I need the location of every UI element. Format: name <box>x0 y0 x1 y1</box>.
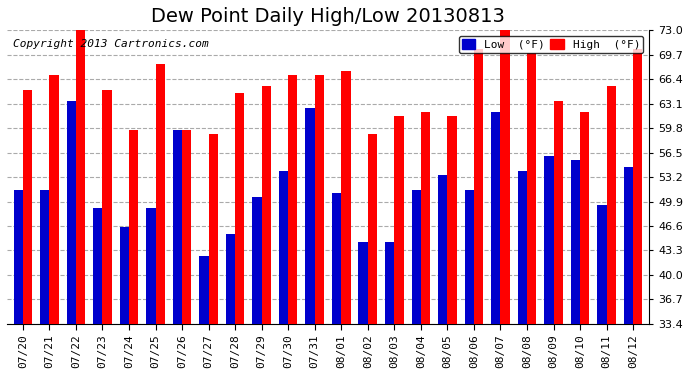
Bar <box>342 71 351 375</box>
Bar <box>598 204 607 375</box>
Bar <box>146 208 155 375</box>
Title: Dew Point Daily High/Low 20130813: Dew Point Daily High/Low 20130813 <box>151 7 505 26</box>
Bar <box>571 160 580 375</box>
Bar <box>279 171 288 375</box>
Bar <box>199 256 208 375</box>
Bar <box>474 49 483 375</box>
Bar <box>23 90 32 375</box>
Bar <box>155 64 165 375</box>
Bar <box>500 30 510 375</box>
Bar <box>544 156 553 375</box>
Bar <box>553 101 563 375</box>
Bar <box>50 75 59 375</box>
Bar <box>332 194 342 375</box>
Bar <box>580 112 589 375</box>
Text: Copyright 2013 Cartronics.com: Copyright 2013 Cartronics.com <box>13 39 209 49</box>
Bar <box>40 190 50 375</box>
Bar <box>226 234 235 375</box>
Bar <box>624 168 633 375</box>
Bar <box>182 130 191 375</box>
Bar <box>633 49 642 375</box>
Bar <box>368 134 377 375</box>
Bar <box>518 171 527 375</box>
Bar <box>102 90 112 375</box>
Bar <box>464 190 474 375</box>
Bar <box>253 197 262 375</box>
Bar <box>315 75 324 375</box>
Legend: Low  (°F), High  (°F): Low (°F), High (°F) <box>459 36 644 53</box>
Bar <box>172 130 182 375</box>
Bar <box>607 86 616 375</box>
Bar <box>288 75 297 375</box>
Bar <box>67 101 76 375</box>
Bar <box>129 130 138 375</box>
Bar <box>306 108 315 375</box>
Bar <box>438 175 447 375</box>
Bar <box>208 134 218 375</box>
Bar <box>76 27 85 375</box>
Bar <box>421 112 430 375</box>
Bar <box>14 190 23 375</box>
Bar <box>119 227 129 375</box>
Bar <box>93 208 102 375</box>
Bar <box>359 242 368 375</box>
Bar <box>411 190 421 375</box>
Bar <box>385 242 394 375</box>
Bar <box>447 116 457 375</box>
Bar <box>235 93 244 375</box>
Bar <box>262 86 271 375</box>
Bar <box>394 116 404 375</box>
Bar <box>527 53 536 375</box>
Bar <box>491 112 500 375</box>
